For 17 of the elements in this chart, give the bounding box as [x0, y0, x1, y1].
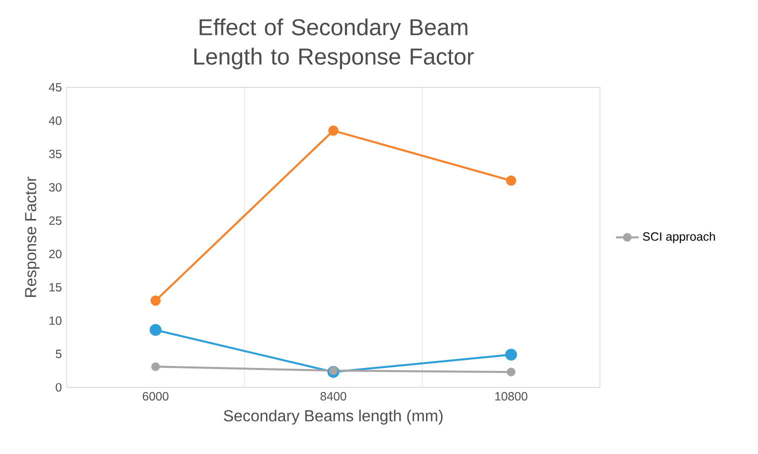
y-tick-label: 10 — [50, 316, 62, 325]
y-axis-title: Response Factor — [25, 176, 40, 297]
x-tick-label: 8400 — [320, 392, 346, 401]
x-tick-label: 6000 — [142, 392, 168, 401]
x-axis-title: Secondary Beams length (mm) — [224, 410, 443, 425]
chart-title: Effect of Secondary Beam Length to Response Factor — [194, 18, 474, 70]
y-tick-label: 45 — [48, 83, 62, 92]
x-tick-label: 10800 — [495, 392, 528, 401]
y-tick-label: 20 — [49, 250, 62, 258]
y-tick-label: 5 — [56, 350, 62, 358]
y-tick-label: 15 — [50, 283, 62, 292]
legend-label: SCI approach — [642, 232, 715, 244]
y-tick-label: 0 — [56, 383, 62, 392]
y-tick-label: 35 — [49, 150, 62, 158]
y-tick-label: 25 — [49, 216, 62, 225]
y-tick-label: 40 — [48, 116, 62, 125]
y-tick-label: 30 — [49, 183, 62, 192]
